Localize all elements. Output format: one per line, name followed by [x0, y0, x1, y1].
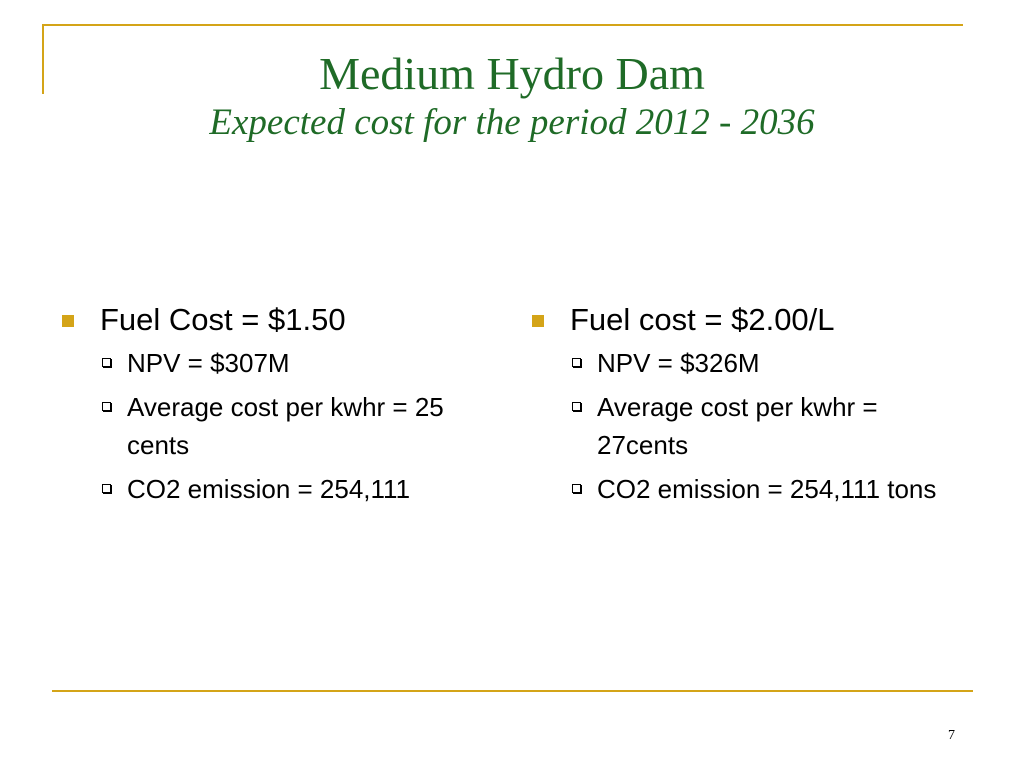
- list-item: CO2 emission = 254,111: [102, 470, 482, 508]
- sub-bullet-text: CO2 emission = 254,111: [127, 474, 411, 504]
- list-item: NPV = $326M: [572, 344, 952, 382]
- page-number: 7: [948, 728, 955, 743]
- hollow-square-bullet-icon: [102, 484, 111, 493]
- bottom-frame-line: [52, 690, 973, 692]
- left-frame-line: [42, 24, 44, 94]
- main-bullet-item: Fuel Cost = $1.50: [62, 300, 482, 340]
- sub-bullet-text: Average cost per kwhr = 27cents: [597, 392, 878, 460]
- square-bullet-icon: [62, 315, 74, 327]
- slide-subtitle: Expected cost for the period 2012 - 2036: [209, 102, 815, 143]
- list-item: Average cost per kwhr = 27cents: [572, 388, 952, 464]
- sub-bullet-list: NPV = $326M Average cost per kwhr = 27ce…: [572, 344, 952, 508]
- sub-bullet-list: NPV = $307M Average cost per kwhr = 25 c…: [102, 344, 482, 508]
- right-column: Fuel cost = $2.00/L NPV = $326M Average …: [532, 300, 952, 514]
- main-bullet-text: Fuel Cost = $1.50: [100, 302, 346, 337]
- main-bullet-text: Fuel cost = $2.00/L: [570, 302, 835, 337]
- list-item: NPV = $307M: [102, 344, 482, 382]
- sub-bullet-text: NPV = $307M: [127, 348, 290, 378]
- sub-bullet-text: Average cost per kwhr = 25 cents: [127, 392, 444, 460]
- main-bullet-item: Fuel cost = $2.00/L: [532, 300, 952, 340]
- square-bullet-icon: [532, 315, 544, 327]
- list-item: CO2 emission = 254,111 tons: [572, 470, 952, 508]
- hollow-square-bullet-icon: [102, 358, 111, 367]
- hollow-square-bullet-icon: [102, 402, 111, 411]
- top-frame-line: [42, 24, 963, 26]
- sub-bullet-text: CO2 emission = 254,111 tons: [597, 474, 937, 504]
- slide-title: Medium Hydro Dam: [319, 48, 705, 99]
- hollow-square-bullet-icon: [572, 402, 581, 411]
- hollow-square-bullet-icon: [572, 484, 581, 493]
- left-column: Fuel Cost = $1.50 NPV = $307M Average co…: [62, 300, 482, 514]
- sub-bullet-text: NPV = $326M: [597, 348, 760, 378]
- list-item: Average cost per kwhr = 25 cents: [102, 388, 482, 464]
- hollow-square-bullet-icon: [572, 358, 581, 367]
- title-block: Medium Hydro Dam Expected cost for the p…: [0, 48, 1024, 146]
